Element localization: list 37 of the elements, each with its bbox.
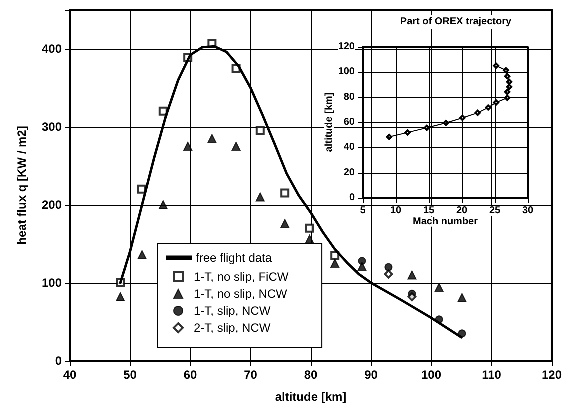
y-tick-label: 200: [42, 198, 62, 212]
legend-label: 1-T, no slip, NCW: [194, 287, 288, 301]
chart-title: Part of OREX trajectory: [400, 16, 512, 28]
x-tick-label: 120: [542, 368, 562, 382]
y-tick-label: 60: [344, 117, 356, 128]
y-tick-label: 120: [338, 42, 356, 52]
x-axis-title: altitude [km]: [275, 390, 347, 404]
x-tick-label: 60: [184, 368, 198, 382]
x-tick-label: 80: [304, 368, 318, 382]
y-tick-label: 100: [338, 66, 356, 78]
y-tick-label: 0: [349, 192, 356, 204]
x-tick-label: 90: [364, 368, 378, 382]
x-tick-label: 20: [456, 206, 468, 216]
y-tick-label: 400: [42, 42, 62, 56]
y-tick-label: 100: [42, 276, 62, 290]
y-tick-label: 20: [344, 167, 356, 178]
legend-label: 2-T, slip, NCW: [194, 321, 272, 335]
x-tick-label: 110: [482, 368, 502, 382]
y-axis-title: heat flux q [KW / m2]: [15, 126, 29, 245]
x-tick-label: 50: [124, 368, 138, 382]
x-tick-label: 10: [390, 206, 402, 216]
y-tick-label: 0: [55, 354, 62, 368]
x-tick-label: 15: [423, 206, 435, 216]
x-tick-label: 5: [360, 206, 366, 216]
y-tick-label: 40: [344, 142, 356, 154]
x-tick-label: 25: [489, 206, 501, 216]
x-tick-label: 30: [522, 206, 534, 216]
x-tick-label: 40: [63, 368, 77, 382]
legend-label: 1-T, slip, NCW: [194, 304, 272, 318]
legend-label: 1-T, no slip, FiCW: [194, 270, 290, 284]
x-axis-title: Mach number: [412, 216, 478, 228]
legend-label: free flight data: [196, 251, 272, 265]
x-tick-label: 70: [244, 368, 258, 382]
y-tick-label: 300: [42, 120, 62, 134]
y-axis-title: altitude [km]: [324, 92, 335, 152]
x-tick-label: 100: [421, 368, 442, 382]
y-tick-label: 80: [344, 92, 356, 103]
